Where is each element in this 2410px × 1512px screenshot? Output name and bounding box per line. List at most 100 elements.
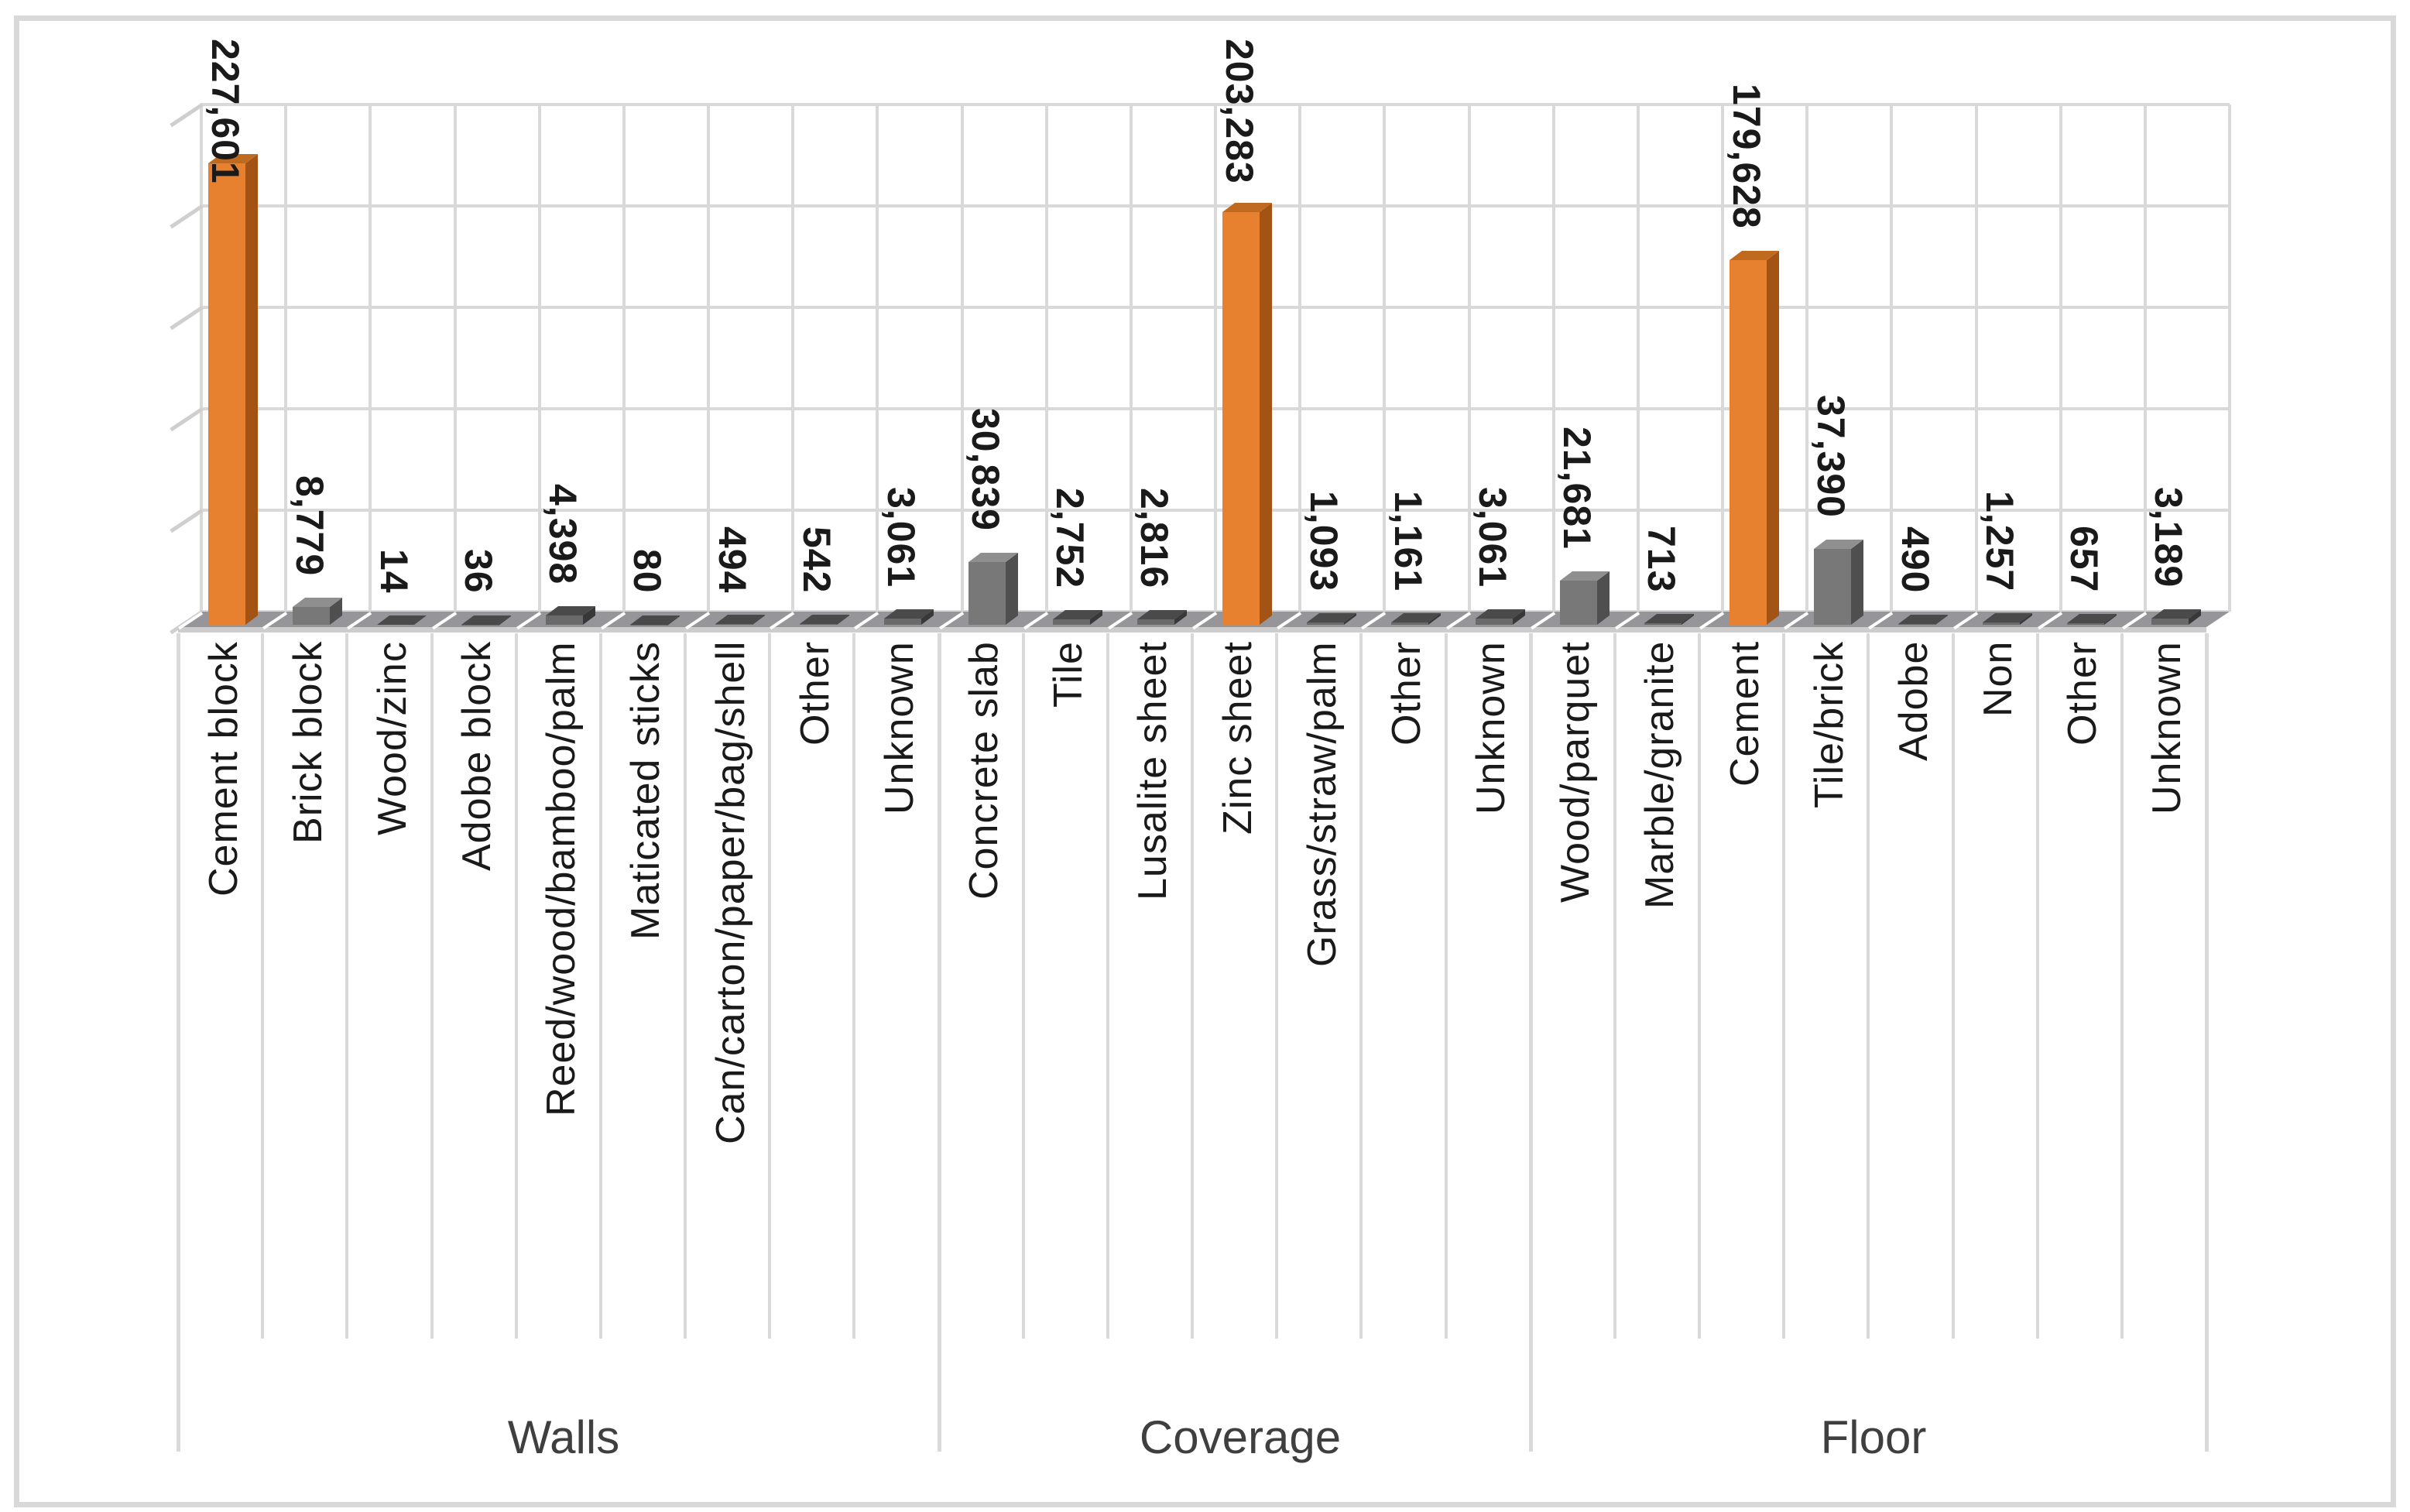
value-label-lusalite-sheet: 2,816	[1133, 487, 1177, 588]
gridline-vertical	[1214, 105, 1217, 612]
category-label-concrete-slab: Concrete slab	[962, 641, 1007, 900]
category-separator	[684, 633, 687, 1339]
gridline-vertical	[2228, 105, 2231, 612]
gridline-vertical	[537, 105, 541, 612]
bar-unknown	[2151, 618, 2189, 625]
gridline-vertical	[1551, 105, 1555, 612]
bar-non	[1983, 622, 2021, 625]
value-label-non: 1,257	[1978, 490, 2022, 591]
category-label-wood-zinc: Wood/zinc	[369, 641, 415, 835]
chart-frame[interactable]: 227,601 8,779 14 36 4,398 80 494 542 3,061 30,839…	[14, 15, 2396, 1507]
category-label-cement-block: Cement block	[201, 641, 246, 897]
category-separator	[514, 633, 518, 1339]
bar-side-cement	[1766, 251, 1779, 625]
gridline-vertical	[2143, 105, 2147, 612]
floor-bevel	[178, 627, 2206, 633]
category-label-reed-wood-bamboo-palm: Reed/wood/bamboo/palm	[539, 641, 585, 1116]
value-label-other: 542	[794, 526, 838, 594]
value-label-can-carton-paper-bag-shell: 494	[710, 526, 754, 594]
category-separator	[430, 633, 434, 1339]
bar-reed-wood-bamboo-palm	[546, 615, 584, 625]
value-label-maticated-sticks: 80	[626, 548, 670, 594]
category-label-maticated-sticks: Maticated sticks	[623, 641, 669, 940]
category-label-cement: Cement	[1722, 640, 1767, 787]
bar-wood-parquet	[1560, 581, 1598, 625]
category-separator	[1782, 633, 1786, 1339]
category-separator	[1951, 633, 1955, 1339]
category-separator	[1359, 633, 1363, 1339]
bar-adobe	[1897, 623, 1935, 625]
category-label-wood-parquet: Wood/parquet	[1553, 641, 1599, 903]
bar-side-zinc-sheet	[1259, 203, 1272, 625]
bar-brick-block	[292, 606, 330, 625]
bar-other	[1390, 622, 1428, 625]
category-separator	[1191, 633, 1194, 1339]
bar-side-tile-brick	[1850, 540, 1863, 625]
gridline-vertical	[1383, 105, 1387, 612]
value-label-cement-block: 227,601	[203, 39, 247, 184]
value-label-adobe-block: 36	[457, 548, 501, 594]
category-label-other: Other	[2060, 640, 2106, 746]
bar-other	[799, 623, 837, 625]
gridline-vertical	[369, 105, 372, 612]
bar-tile-brick	[1813, 549, 1851, 625]
category-separator	[345, 633, 349, 1339]
category-label-tile: Tile	[1046, 641, 1092, 708]
category-label-unknown: Unknown	[2144, 641, 2190, 814]
group-separator	[177, 633, 180, 1452]
axis-tick	[170, 103, 204, 128]
group-label-coverage: Coverage	[1139, 1411, 1342, 1463]
bar-unknown	[1476, 618, 1514, 625]
gridline-vertical	[1044, 105, 1048, 612]
gridline-vertical	[1129, 105, 1133, 612]
gridline-vertical	[200, 105, 203, 612]
value-label-cement: 179,628	[1724, 84, 1768, 230]
gridline-vertical	[1974, 105, 1978, 612]
gridline-vertical	[2059, 105, 2062, 612]
category-label-lusalite-sheet: Lusalite sheet	[1130, 641, 1176, 900]
value-label-concrete-slab: 30,839	[964, 408, 1008, 532]
bar-other	[2067, 623, 2105, 625]
gridline-vertical	[622, 105, 626, 612]
gridline-vertical	[791, 105, 795, 612]
category-separator	[2120, 633, 2124, 1339]
value-label-brick-block: 8,779	[287, 475, 331, 577]
group-label-walls: Walls	[507, 1411, 620, 1463]
category-separator	[1613, 633, 1616, 1339]
bar-unknown	[883, 618, 921, 625]
bar-cement-block	[207, 163, 245, 625]
category-separator	[1867, 633, 1870, 1339]
gridline-vertical	[1805, 105, 1809, 612]
gridline-vertical	[876, 105, 879, 612]
value-label-grass-straw-palm: 1,093	[1301, 491, 1346, 592]
category-label-zinc-sheet: Zinc sheet	[1215, 641, 1260, 835]
gridline-vertical	[707, 105, 710, 612]
category-label-adobe: Adobe	[1891, 640, 1936, 761]
value-label-wood-parquet: 21,681	[1555, 427, 1599, 550]
gridline-vertical	[284, 105, 288, 612]
category-label-marble-granite: Marble/granite	[1637, 640, 1683, 909]
category-separator	[598, 633, 602, 1339]
group-separator	[2205, 633, 2209, 1452]
category-label-unknown: Unknown	[876, 641, 922, 814]
axis-tick	[170, 407, 204, 432]
group-separator	[1528, 633, 1533, 1452]
category-label-adobe-block: Adobe block	[454, 640, 500, 871]
bar-marble-granite	[1644, 623, 1682, 625]
value-label-unknown: 3,061	[879, 486, 923, 588]
category-separator	[1021, 633, 1025, 1339]
value-label-unknown: 3,061	[1471, 486, 1515, 588]
gridline-vertical	[1467, 105, 1471, 612]
category-separator	[1106, 633, 1109, 1339]
gridline-vertical	[1636, 105, 1640, 612]
gridline-vertical	[1721, 105, 1724, 612]
value-label-tile-brick: 37,390	[1808, 395, 1853, 518]
value-label-unknown: 3,189	[2147, 486, 2191, 588]
gridline-vertical	[453, 105, 457, 612]
category-separator	[2035, 633, 2039, 1339]
group-label-floor: Floor	[1820, 1411, 1927, 1463]
category-label-can-carton-paper-bag-shell: Can/carton/paper/bag/shell	[708, 640, 753, 1144]
category-label-other: Other	[792, 640, 838, 746]
gridline-vertical	[1890, 105, 1894, 612]
